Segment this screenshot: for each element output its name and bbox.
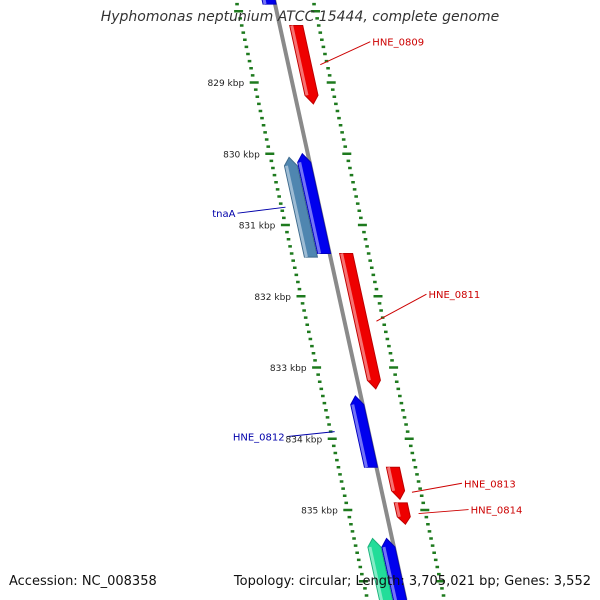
- ruler-label: 834 kbp: [286, 435, 323, 445]
- gene-features: [261, 0, 411, 600]
- gene-label: tnaA: [212, 209, 235, 220]
- gene-arrow-highlight: [284, 165, 308, 258]
- ruler-ticks-left: [234, 2, 369, 597]
- gene-label-leaders: [237, 41, 469, 515]
- gene-arrow-highlight: [386, 466, 396, 492]
- gene-label: HNE_0809: [372, 38, 424, 49]
- gene-arrow-highlight: [262, 0, 267, 5]
- gene-arrow: [350, 395, 379, 468]
- gene-arrow: [385, 466, 406, 501]
- gene-arrow: [381, 537, 408, 600]
- topology-text: Topology: circular; Length: 3,705,021 bp…: [233, 574, 591, 589]
- ruler-label: 829 kbp: [208, 79, 245, 89]
- gene-arrow-highlight: [290, 25, 309, 96]
- gene-arrow-body: [261, 0, 277, 5]
- gene-arrow-body: [367, 537, 394, 600]
- gene-arrow-body: [350, 395, 379, 468]
- gene-label: HNE_0811: [428, 290, 480, 301]
- gene-arrow: [393, 502, 411, 526]
- gene-arrow-highlight: [382, 546, 398, 600]
- gene-label: HNE_0813: [464, 479, 516, 490]
- gene-arrow: [367, 537, 394, 600]
- label-leader: [286, 431, 335, 438]
- gene-arrow-body: [283, 156, 319, 258]
- gene-arrow: [339, 253, 381, 390]
- label-leader: [411, 482, 463, 493]
- ruler-labels: 829 kbp 830 kbp 831 kbp 832 kbp 833 kbp 834 k…: [208, 79, 339, 517]
- gene-arrow-body: [297, 152, 332, 254]
- gene-arrow: [261, 0, 277, 5]
- gene-arrow: [283, 156, 319, 258]
- ruler-label: 833 kbp: [270, 364, 307, 374]
- gene-labels: HNE_0809 tnaA HNE_0811 HNE_0812 HNE_0813 HNE_…: [212, 38, 522, 517]
- label-leader: [320, 41, 371, 66]
- gene-arrow-highlight: [368, 546, 384, 600]
- ruler-label: 835 kbp: [301, 507, 338, 517]
- gene-arrow-highlight: [394, 502, 401, 518]
- gene-arrow: [297, 152, 332, 254]
- genome-backbone: [272, 0, 408, 600]
- ruler-label: 830 kbp: [223, 150, 260, 160]
- label-leader: [418, 509, 469, 515]
- accession-text: Accession: NC_008358: [9, 574, 157, 589]
- ruler-ticks-right: [311, 2, 446, 597]
- gene-arrow-highlight: [340, 253, 371, 381]
- gene-arrow-highlight: [351, 404, 368, 468]
- gene-label: HNE_0812: [233, 433, 285, 444]
- label-leader: [237, 206, 286, 214]
- label-leader: [376, 293, 427, 322]
- gene-arrow-highlight: [298, 161, 322, 254]
- backbone-line: [272, 0, 408, 600]
- gene-arrow: [289, 25, 319, 105]
- map-title: Hyphomonas neptunium ATCC 15444, complet…: [100, 9, 500, 25]
- ruler-label: 831 kbp: [239, 222, 276, 232]
- ruler-label: 832 kbp: [254, 293, 291, 303]
- gene-arrow-body: [381, 537, 408, 600]
- gene-label: HNE_0814: [471, 506, 523, 517]
